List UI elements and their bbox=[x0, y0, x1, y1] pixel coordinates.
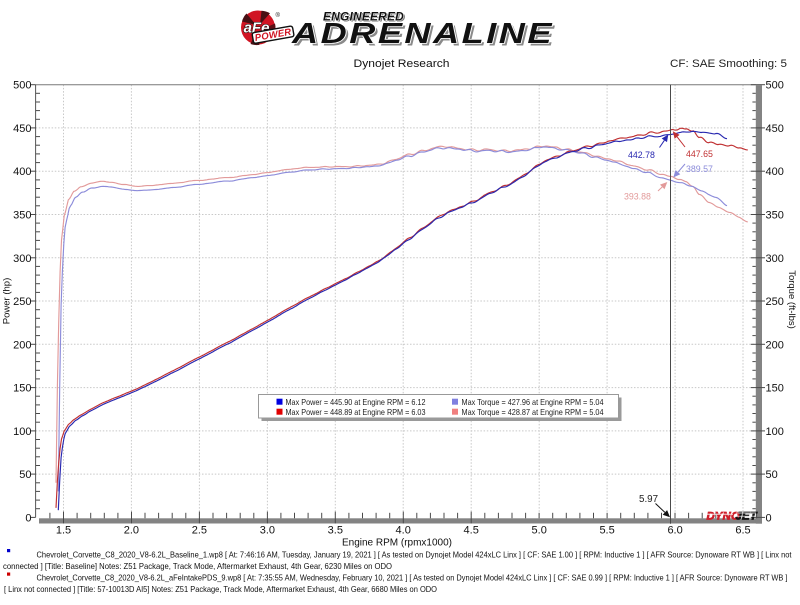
svg-text:Chevrolet_Corvette_C8_2020_V8-: Chevrolet_Corvette_C8_2020_V8-6.2L_aFeIn… bbox=[37, 572, 788, 582]
svg-text:5.5: 5.5 bbox=[599, 524, 614, 536]
svg-text:Chevrolet_Corvette_C8_2020_V8-: Chevrolet_Corvette_C8_2020_V8-6.2L_Basel… bbox=[37, 549, 793, 559]
svg-text:400: 400 bbox=[13, 166, 31, 178]
svg-text:500: 500 bbox=[766, 80, 784, 92]
svg-text:[ Linx not connected ] [Title:: [ Linx not connected ] [Title: 57-10013D… bbox=[4, 584, 437, 594]
svg-text:ENGINEERED: ENGINEERED bbox=[325, 11, 406, 25]
svg-text:Torque (ft-lbs): Torque (ft-lbs) bbox=[786, 270, 797, 329]
svg-text:5.0: 5.0 bbox=[532, 524, 547, 536]
svg-text:Engine RPM (rpmx1000): Engine RPM (rpmx1000) bbox=[342, 538, 452, 549]
svg-text:6.0: 6.0 bbox=[667, 524, 682, 536]
svg-text:350: 350 bbox=[766, 210, 784, 222]
svg-text:®: ® bbox=[276, 12, 281, 19]
svg-text:6.5: 6.5 bbox=[735, 524, 750, 536]
svg-text:0: 0 bbox=[766, 512, 772, 524]
svg-text:250: 250 bbox=[766, 296, 784, 308]
svg-text:Max Power = 445.90 at Engine R: Max Power = 445.90 at Engine RPM = 6.12 bbox=[286, 398, 426, 407]
svg-text:250: 250 bbox=[13, 296, 31, 308]
svg-text:Power (hp): Power (hp) bbox=[2, 278, 13, 324]
svg-text:300: 300 bbox=[13, 253, 31, 265]
svg-text:50: 50 bbox=[766, 469, 778, 481]
svg-text:Max Power = 448.89 at Engine R: Max Power = 448.89 at Engine RPM = 6.03 bbox=[286, 408, 426, 417]
svg-text:450: 450 bbox=[766, 123, 784, 135]
svg-text:5.97: 5.97 bbox=[639, 494, 658, 505]
svg-text:450: 450 bbox=[13, 123, 31, 135]
svg-text:4.5: 4.5 bbox=[464, 524, 479, 536]
svg-text:Max Torque = 428.87 at Engine: Max Torque = 428.87 at Engine RPM = 5.04 bbox=[462, 408, 604, 417]
svg-text:393.88: 393.88 bbox=[624, 192, 651, 202]
svg-text:150: 150 bbox=[766, 383, 784, 395]
svg-text:300: 300 bbox=[766, 253, 784, 265]
svg-text:3.0: 3.0 bbox=[260, 524, 275, 536]
svg-text:200: 200 bbox=[766, 339, 784, 351]
svg-text:ENGINEERED: ENGINEERED bbox=[323, 9, 404, 23]
svg-text:Dynojet Research: Dynojet Research bbox=[354, 58, 450, 70]
svg-text:ADRENALINE: ADRENALINE bbox=[291, 18, 554, 50]
svg-text:150: 150 bbox=[13, 383, 31, 395]
svg-text:DYNO: DYNO bbox=[707, 510, 740, 522]
svg-text:Max Torque = 427.96 at Engine: Max Torque = 427.96 at Engine RPM = 5.04 bbox=[462, 398, 604, 407]
svg-text:200: 200 bbox=[13, 339, 31, 351]
svg-text:2.0: 2.0 bbox=[124, 524, 139, 536]
svg-text:4.0: 4.0 bbox=[396, 524, 411, 536]
svg-text:100: 100 bbox=[13, 426, 31, 438]
svg-text:400: 400 bbox=[766, 166, 784, 178]
svg-text:CF: SAE Smoothing: 5: CF: SAE Smoothing: 5 bbox=[670, 58, 787, 70]
svg-text:1.5: 1.5 bbox=[56, 524, 71, 536]
svg-text:442.78: 442.78 bbox=[628, 150, 655, 160]
svg-text:connected ] [Title: Baseline]: connected ] [Title: Baseline] Notes: Z51… bbox=[3, 561, 392, 571]
svg-text:0: 0 bbox=[25, 512, 31, 524]
svg-text:3.5: 3.5 bbox=[328, 524, 343, 536]
svg-text:100: 100 bbox=[766, 426, 784, 438]
svg-text:50: 50 bbox=[19, 469, 31, 481]
svg-text:447.65: 447.65 bbox=[686, 149, 713, 159]
svg-text:500: 500 bbox=[13, 80, 31, 92]
svg-text:ADRENALINE: ADRENALINE bbox=[293, 20, 556, 52]
svg-text:350: 350 bbox=[13, 210, 31, 222]
svg-text:389.57: 389.57 bbox=[686, 164, 713, 174]
svg-text:2.5: 2.5 bbox=[192, 524, 207, 536]
